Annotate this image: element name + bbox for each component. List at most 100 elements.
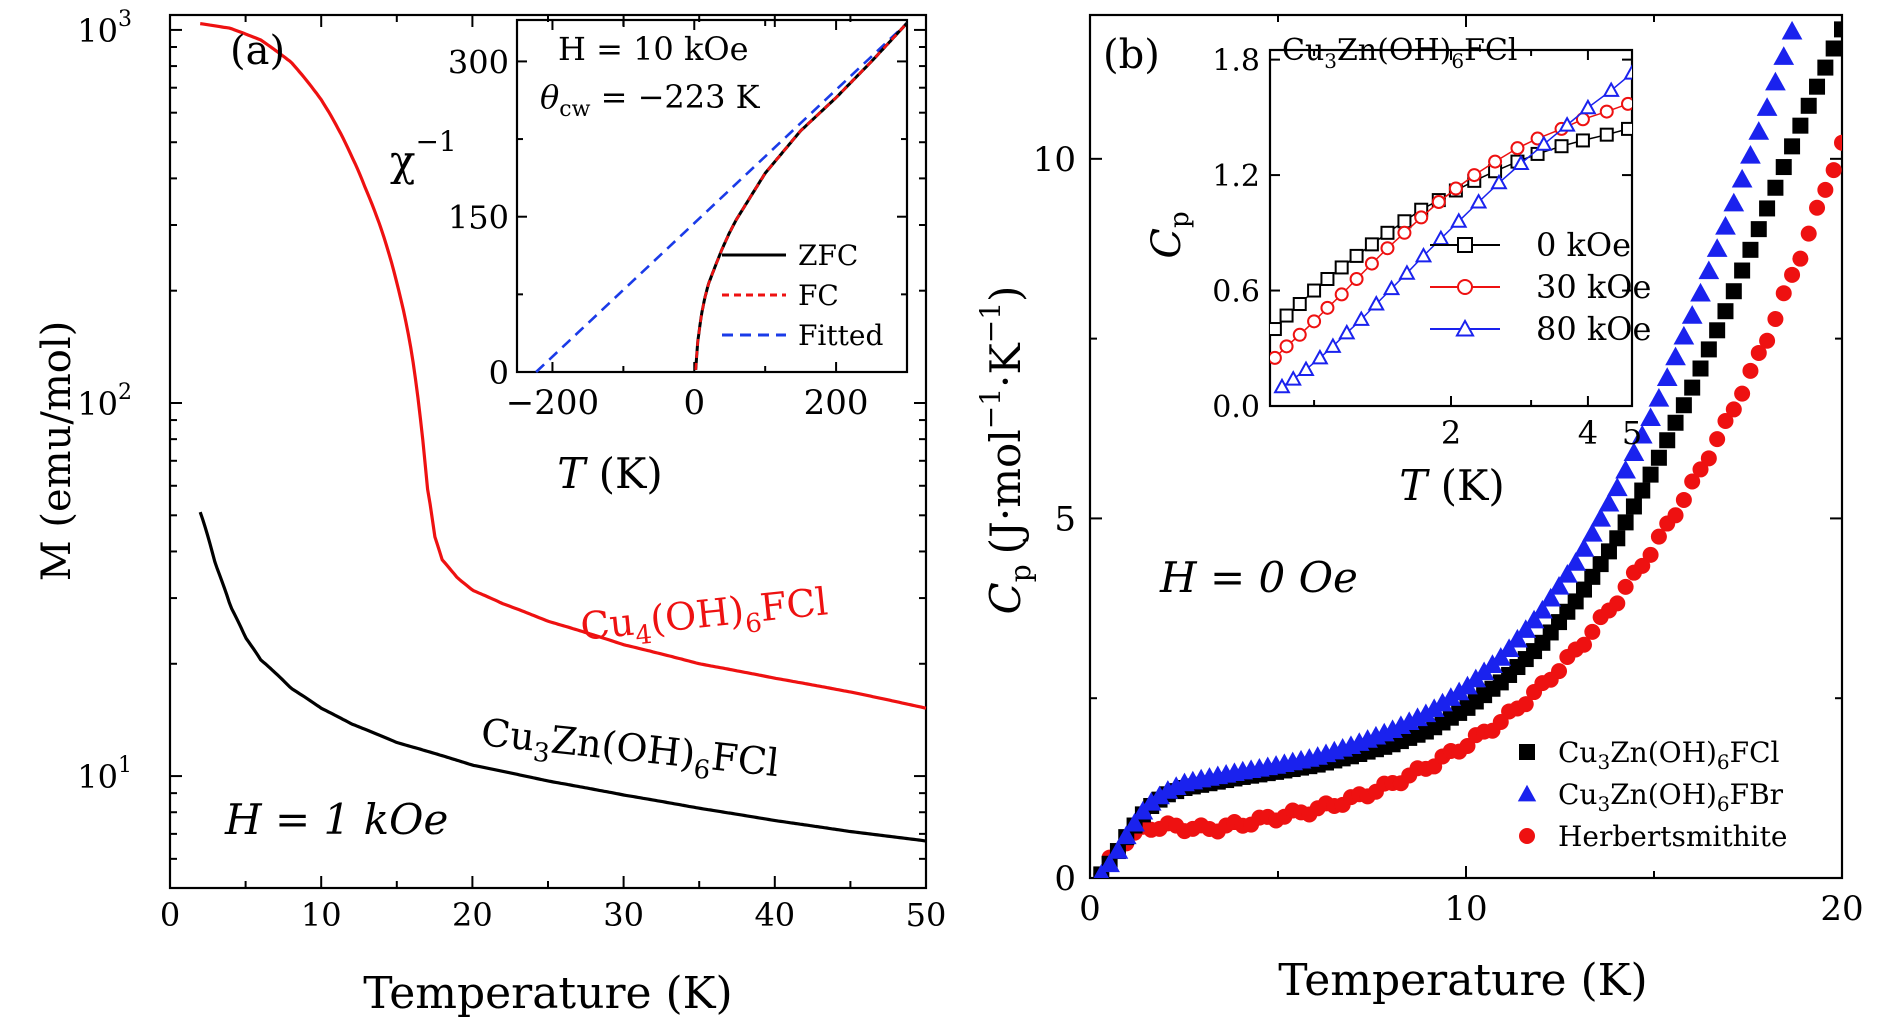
data-point-circle <box>1834 134 1842 151</box>
inset-b-point-circle <box>1414 210 1429 225</box>
inset-b-point-triangle <box>1324 337 1342 353</box>
data-point-square <box>1592 556 1609 573</box>
inset-b-point-square <box>1364 237 1379 252</box>
inset-b-point-circle <box>1380 241 1395 256</box>
data-point-square <box>1617 514 1634 531</box>
data-point-triangle <box>1115 825 1137 845</box>
inset-b-point-square <box>1397 214 1412 229</box>
inset-b-point-triangle <box>1367 295 1385 311</box>
series-label-cu4: Cu4(OH)6FCl <box>578 579 830 657</box>
data-point-square <box>1800 97 1817 114</box>
data-point-circle <box>1684 473 1701 490</box>
inset-b-point-square <box>1349 248 1364 263</box>
panel-b-tick-labels: 0 10 20 0 5 10 <box>1033 140 1864 929</box>
data-point-triangle <box>1423 698 1445 717</box>
panel-a-y-tick-labels: 101 102 103 <box>77 7 132 796</box>
data-point-triangle <box>1740 145 1761 164</box>
inset-b-point-circle <box>1270 350 1282 365</box>
data-point-square <box>1775 159 1792 176</box>
y-tick-label: 103 <box>77 7 132 50</box>
panel-b-xlabel: Temperature (K) <box>1278 955 1647 1006</box>
inset-b-series <box>1270 64 1632 394</box>
data-point-circle <box>1809 199 1826 216</box>
data-point-triangle <box>1648 388 1670 407</box>
data-point-triangle <box>1507 628 1528 648</box>
inset-a-series-fitted <box>535 22 908 373</box>
inset-b-legend-marker-1 <box>1457 279 1473 295</box>
data-point-triangle <box>1590 507 1611 527</box>
inset-b-point-triangle <box>1623 64 1632 80</box>
data-point-triangle <box>1124 812 1145 832</box>
data-point-circle <box>1517 696 1534 713</box>
legend-label-1: Cu3Zn(OH)6FBr <box>1558 778 1784 816</box>
inset-b-point-circle <box>1510 141 1525 156</box>
x-tick-label: 0 <box>1079 889 1101 929</box>
inset-a-legend-label-0: ZFC <box>798 239 858 272</box>
data-point-square <box>1575 581 1592 598</box>
data-point-circle <box>1692 461 1709 478</box>
data-point-triangle <box>1765 71 1786 91</box>
inset-b-point-triangle <box>1558 116 1576 132</box>
inset-b-point-triangle <box>1450 212 1468 228</box>
data-point-circle <box>1775 285 1792 302</box>
inset-b-point-square <box>1554 139 1569 154</box>
panel-a-ticks <box>169 15 927 888</box>
inset-y-tick-label: 300 <box>448 43 509 81</box>
data-point-triangle <box>1598 492 1620 512</box>
inset-a-series-zfc <box>694 22 909 371</box>
data-point-triangle <box>1748 121 1770 140</box>
inset-b-point-circle <box>1320 300 1335 315</box>
inset-x-tick-label: 2 <box>1441 414 1461 452</box>
inset-b-point-triangle <box>1284 370 1302 386</box>
inset-a-series-fc <box>694 22 908 370</box>
inset-y-tick-label: 1.2 <box>1212 159 1260 194</box>
x-tick-label: 20 <box>1820 889 1863 929</box>
inset-b-point-circle <box>1488 154 1503 169</box>
inset-b-point-square <box>1621 121 1632 136</box>
panel-a-annotation: H = 1 kOe <box>224 795 448 844</box>
data-point-triangle <box>1656 367 1678 386</box>
legend-label-0: Cu3Zn(OH)6FCl <box>1558 736 1780 774</box>
data-point-circle <box>1575 636 1592 653</box>
data-point-circle <box>1725 401 1742 418</box>
data-point-circle <box>1817 181 1834 198</box>
data-point-square <box>1625 498 1642 515</box>
panel-b-annotation: H = 0 Oe <box>1159 553 1358 602</box>
data-point-triangle <box>1540 587 1562 607</box>
inset-b-legend-marker-2 <box>1455 318 1475 337</box>
data-point-circle <box>1459 737 1476 754</box>
data-point-square <box>1684 379 1701 396</box>
panel-a-xlabel: Temperature (K) <box>363 968 732 1019</box>
inset-b-point-triangle <box>1602 81 1620 97</box>
inset-y-tick-label: 1.8 <box>1212 44 1260 79</box>
panel-a-letter: (a) <box>230 28 285 74</box>
data-point-triangle <box>1557 564 1578 583</box>
inset-x-tick-label: 0 <box>683 383 705 423</box>
inset-b-point-triangle <box>1512 154 1530 171</box>
data-point-square <box>1600 543 1617 560</box>
inset-x-tick-label: 5 <box>1622 414 1642 452</box>
data-point-triangle <box>1781 20 1803 40</box>
inset-b-legend-label-0: 0 kOe <box>1536 226 1631 264</box>
x-tick-label: 10 <box>301 896 342 934</box>
inset-b-point-triangle <box>1535 135 1553 151</box>
legend-marker-0 <box>1519 744 1535 760</box>
data-point-triangle <box>1681 305 1703 324</box>
inset-b-point-triangle <box>1579 98 1597 115</box>
data-point-triangle <box>1706 238 1728 257</box>
inset-b-point-circle <box>1292 327 1307 342</box>
inset-b-point-triangle <box>1490 173 1508 190</box>
inset-b-legend: 0 kOe 30 kOe 80 kOe <box>1430 226 1651 348</box>
data-point-circle <box>1634 557 1651 574</box>
inset-b-point-square <box>1270 322 1282 337</box>
y-tick-label: 5 <box>1054 499 1076 539</box>
inset-b-point-triangle <box>1311 348 1329 365</box>
data-point-triangle <box>1149 785 1170 805</box>
panel-a: 0 10 20 30 40 50 101 102 103 (a) M (emu/mol) Te… <box>34 7 946 1019</box>
inset-b-point-triangle <box>1297 360 1315 376</box>
inset-b-tick-labels: 2 4 5 0.0 0.6 1.2 1.8 <box>1212 44 1642 452</box>
y-tick-label: 102 <box>77 380 132 423</box>
inset-b-point-square <box>1575 133 1590 148</box>
inset-b-point-circle <box>1307 314 1322 329</box>
data-point-circle <box>1825 162 1842 179</box>
